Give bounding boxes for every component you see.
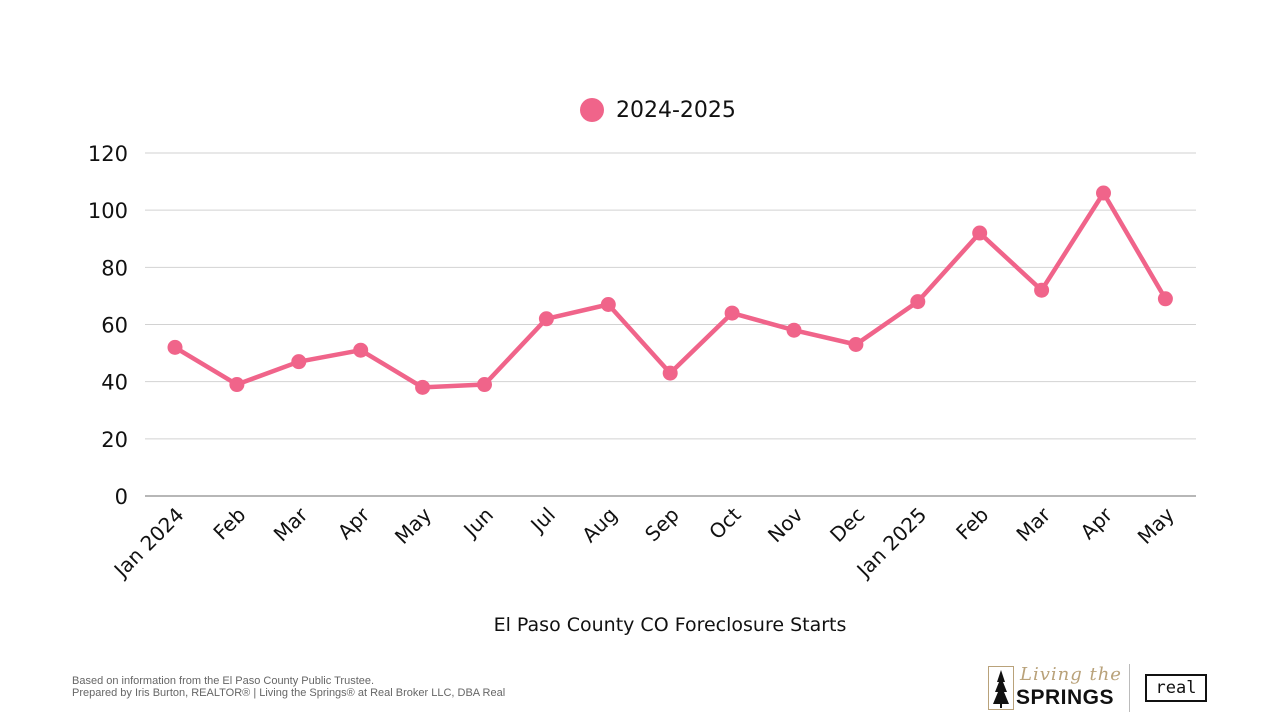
- y-tick-label: 120: [88, 142, 128, 166]
- logo-divider: [1129, 664, 1130, 712]
- y-axis-ticks: 0 20 40 60 80 100 120: [88, 142, 128, 509]
- y-tick-label: 80: [101, 256, 128, 280]
- data-point: [1157, 291, 1173, 307]
- data-point: [538, 311, 554, 327]
- x-tick-label: May: [1133, 502, 1179, 548]
- data-point: [662, 365, 678, 381]
- data-point: [415, 379, 431, 395]
- y-tick-label: 60: [101, 314, 128, 338]
- x-tick-label: Mar: [269, 502, 313, 546]
- data-point: [786, 322, 802, 338]
- y-tick-label: 100: [88, 199, 128, 223]
- data-point: [600, 296, 616, 312]
- data-point: [353, 342, 369, 358]
- pine-tree-icon: [988, 666, 1014, 710]
- x-tick-label: Oct: [704, 502, 746, 544]
- real-logo: real: [1145, 674, 1207, 702]
- legend: 2024-2025: [580, 96, 736, 124]
- x-tick-label: May: [390, 502, 436, 548]
- y-tick-label: 0: [115, 485, 128, 509]
- x-tick-label: Feb: [208, 503, 250, 545]
- logo-script-text: Living the: [1020, 664, 1122, 685]
- data-point: [291, 354, 307, 370]
- x-tick-label: Mar: [1011, 502, 1055, 546]
- x-tick-label: Dec: [825, 503, 869, 547]
- footer-note: Based on information from the El Paso Co…: [72, 675, 505, 699]
- logo-wordmark: SPRINGS: [1016, 686, 1115, 709]
- x-tick-label: Sep: [640, 503, 684, 547]
- legend-marker: [580, 98, 604, 122]
- data-point: [1096, 185, 1111, 201]
- x-tick-label: Apr: [1076, 502, 1118, 544]
- data-point: [477, 377, 492, 393]
- data-point: [910, 294, 926, 310]
- data-point: [229, 377, 245, 393]
- x-tick-label: Aug: [577, 503, 622, 548]
- data-point: [724, 305, 740, 321]
- data-point: [848, 337, 864, 353]
- x-axis-label: El Paso County CO Foreclosure Starts: [493, 614, 847, 636]
- x-tick-label: Apr: [333, 502, 375, 544]
- data-point: [1034, 282, 1050, 298]
- series-group: [167, 185, 1173, 395]
- x-tick-label: Jan 2024: [108, 503, 189, 584]
- footer-line-1: Based on information from the El Paso Co…: [72, 675, 375, 687]
- gridlines: [145, 152, 1196, 497]
- x-tick-label: Feb: [951, 503, 993, 545]
- data-point: [972, 225, 988, 241]
- footer-line-2: Prepared by Iris Burton, REALTOR® | Livi…: [72, 687, 506, 699]
- x-axis-ticks: Jan 2024 Feb Mar Apr May Jun Jul Aug Sep Oct Nov De…: [108, 502, 1179, 583]
- y-tick-label: 20: [101, 428, 128, 452]
- series-line: [172, 190, 1168, 390]
- x-tick-label: Jun: [458, 503, 498, 543]
- y-tick-label: 40: [101, 371, 128, 395]
- living-the-springs-logo: Living the SPRINGS: [984, 664, 1124, 712]
- x-tick-label: Nov: [763, 502, 808, 547]
- x-tick-label: Jul: [524, 503, 559, 538]
- data-point: [167, 339, 183, 355]
- legend-label: 2024-2025: [616, 97, 736, 123]
